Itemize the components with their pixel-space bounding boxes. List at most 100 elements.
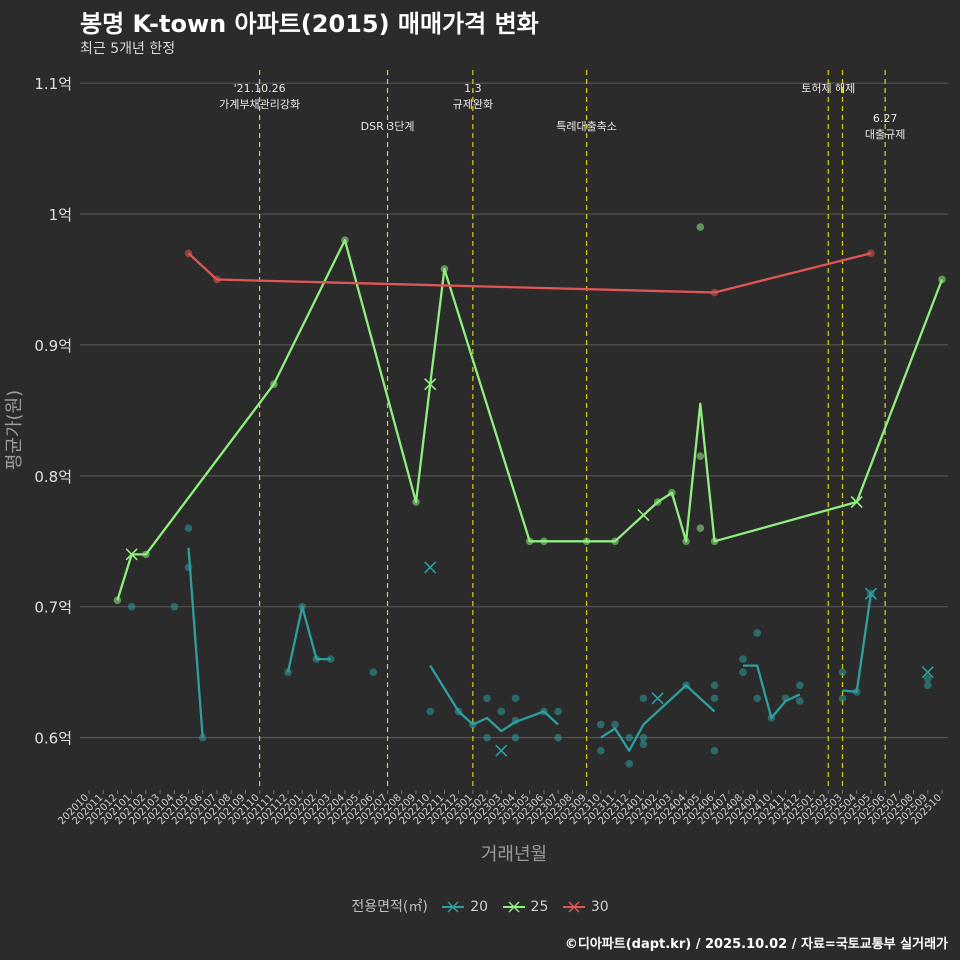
legend: 전용면적(㎡) 20 25 30 — [0, 896, 960, 916]
legend-item-25: 25 — [501, 899, 549, 915]
data-point-20 — [710, 746, 719, 755]
legend-item-30: 30 — [561, 899, 609, 915]
data-point-20 — [511, 733, 520, 742]
series-line-25 — [116, 239, 944, 601]
data-point-20 — [625, 760, 634, 768]
series-line-30 — [187, 252, 872, 294]
data-point-25 — [938, 275, 946, 284]
data-point-25 — [696, 524, 705, 532]
data-point-20 — [639, 694, 648, 703]
event-label: 가계부채관리강화 — [219, 98, 300, 111]
data-point-20 — [710, 681, 719, 690]
data-point-20 — [923, 681, 932, 690]
data-point-20 — [611, 720, 619, 729]
data-point-25 — [668, 489, 676, 497]
event-label: 특례대출축소 — [556, 120, 617, 133]
data-point-20 — [838, 694, 847, 703]
legend-swatch-30 — [562, 901, 585, 913]
series-line-20 — [286, 605, 331, 673]
event-label: 규제완화 — [453, 98, 493, 111]
data-point-20 — [312, 655, 321, 663]
data-point-20 — [369, 668, 378, 676]
series-line-20 — [743, 664, 801, 720]
y-tick-label: 1억 — [49, 206, 72, 224]
series-line-20 — [600, 684, 716, 752]
data-point-25 — [611, 537, 619, 546]
legend-title: 전용면적(㎡) — [351, 899, 428, 915]
data-point-20 — [639, 740, 648, 748]
data-point-20 — [597, 720, 605, 729]
data-point-20 — [511, 694, 520, 703]
data-point-25 — [582, 537, 591, 546]
data-point-20 — [198, 733, 207, 742]
data-point-20 — [127, 602, 136, 611]
chart-subtitle: 최근 5개년 한정 — [80, 41, 176, 57]
data-point-25 — [682, 537, 690, 546]
event-label: '21.10.26 — [234, 82, 286, 95]
data-point-25 — [142, 550, 150, 559]
cross-mark-20 — [495, 744, 508, 757]
data-point-20 — [923, 674, 932, 683]
data-point-20 — [739, 668, 747, 676]
data-point-20 — [284, 668, 292, 676]
data-point-20 — [639, 733, 648, 742]
legend-swatch-20 — [442, 901, 465, 913]
legend-label-25: 25 — [530, 899, 549, 915]
data-point-25 — [113, 596, 122, 604]
data-point-25 — [341, 236, 349, 244]
data-point-25 — [412, 498, 420, 506]
legend-label-20: 20 — [470, 899, 489, 915]
data-point-20 — [796, 681, 804, 690]
data-point-20 — [483, 733, 491, 742]
data-point-25 — [270, 380, 278, 388]
y-tick-label: 0.7억 — [34, 599, 72, 617]
y-tick-label: 1.1억 — [34, 75, 72, 93]
cross-mark-20 — [651, 692, 664, 705]
series-line-20 — [842, 593, 873, 693]
series-20 — [127, 524, 934, 768]
source-caption: ©디아파트(dapt.kr) / 2025.10.02 / 자료=국토교통부 실… — [564, 937, 948, 952]
legend-label-30: 30 — [590, 899, 609, 915]
series-30 — [184, 249, 875, 297]
cross-mark-20 — [864, 587, 877, 600]
cross-mark-20 — [424, 561, 437, 574]
data-point-30 — [213, 275, 221, 284]
data-point-25 — [653, 498, 662, 506]
series-25 — [113, 223, 946, 604]
event-label: 6.27 — [873, 112, 898, 125]
data-point-20 — [540, 707, 548, 716]
y-tick-label: 0.6억 — [34, 730, 72, 748]
data-point-20 — [184, 563, 193, 572]
data-point-25 — [710, 537, 719, 546]
data-point-20 — [781, 694, 790, 703]
cross-mark-25 — [850, 495, 863, 509]
data-point-25 — [696, 452, 705, 460]
legend-swatch-25 — [502, 901, 525, 913]
y-axis-title: 평균가(원) — [4, 390, 25, 470]
data-point-20 — [426, 707, 435, 716]
data-point-20 — [511, 716, 520, 725]
data-point-20 — [554, 707, 562, 716]
data-point-25 — [696, 223, 705, 231]
event-label: DSR 3단계 — [361, 120, 415, 133]
data-point-20 — [753, 629, 761, 637]
chart-title: 봉명 K-town 아파트(2015) 매매가격 변화 — [80, 10, 539, 38]
cross-mark-20 — [921, 666, 934, 679]
data-point-25 — [525, 537, 534, 546]
data-point-20 — [838, 668, 847, 676]
x-axis-title: 거래년월 — [481, 844, 547, 865]
data-point-30 — [710, 288, 719, 297]
event-label: 대출규제 — [865, 128, 905, 141]
event-label: 1.3 — [464, 82, 482, 95]
data-point-20 — [625, 733, 634, 742]
data-point-20 — [852, 688, 861, 696]
data-point-25 — [440, 265, 449, 273]
data-point-20 — [682, 681, 690, 690]
cross-mark-25 — [424, 378, 437, 391]
data-point-20 — [597, 746, 605, 755]
series-line-20 — [187, 547, 204, 738]
y-tick-label: 0.9억 — [34, 337, 72, 355]
series-line-20 — [429, 664, 559, 733]
cross-mark-25 — [637, 509, 650, 522]
